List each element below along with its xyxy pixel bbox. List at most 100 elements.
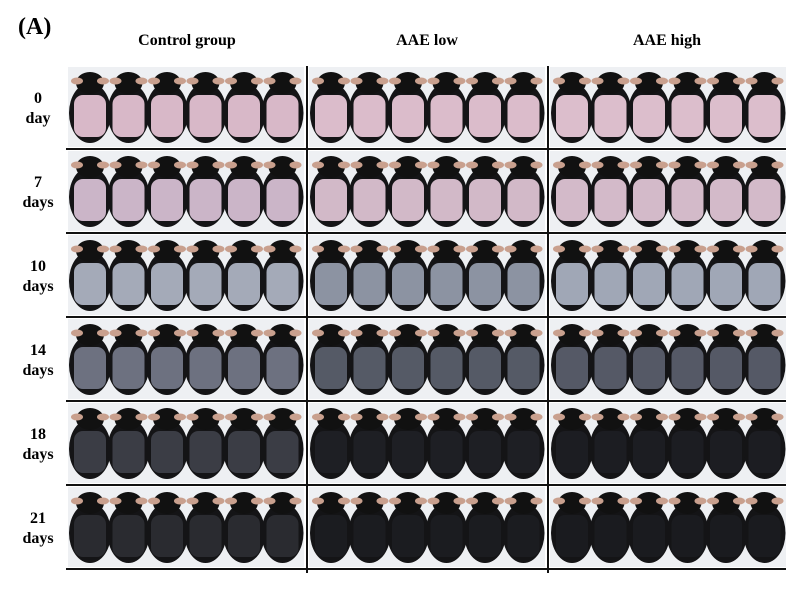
shaved-skin-patch [748,95,781,137]
mouse [464,72,506,143]
mouse [628,240,670,311]
mouse [628,72,670,143]
shaved-skin-patch [112,347,145,389]
row-label-unit: day [25,110,51,127]
row-label-number: 18 [30,426,46,443]
mouse-photo [550,67,786,147]
shaved-skin-patch [189,515,222,557]
shaved-skin-patch [430,95,463,137]
row-label-unit: days [22,362,54,379]
mouse [589,240,632,311]
mouse [589,324,632,395]
shaved-skin-patch [315,95,347,137]
mouse [743,492,786,563]
shaved-skin-patch [556,263,588,305]
mouse [464,492,506,563]
mouse [502,324,545,395]
mouse [107,156,150,227]
mouse [261,408,304,479]
shaved-skin-patch [392,515,424,557]
mouse [425,156,468,227]
shaved-skin-patch [353,431,386,473]
shaved-skin-patch [74,515,106,557]
shaved-skin-patch [266,263,299,305]
shaved-skin-patch [469,179,501,221]
row-divider [66,568,786,570]
shaved-skin-patch [228,515,260,557]
shaved-skin-patch [74,179,106,221]
mouse [348,156,391,227]
mouse [425,324,468,395]
shaved-skin-patch [748,515,781,557]
shaved-skin-patch [748,347,781,389]
mouse [743,240,786,311]
shaved-skin-patch [556,347,588,389]
shaved-skin-patch [469,347,501,389]
shaved-skin-patch [710,431,742,473]
mouse [502,156,545,227]
mouse [425,408,468,479]
mouse [425,72,468,143]
mouse [184,324,227,395]
shaved-skin-patch [507,179,540,221]
shaved-skin-patch [633,515,665,557]
shaved-skin-patch [151,515,183,557]
mouse [261,492,304,563]
mouse [223,492,265,563]
mouse [551,408,593,479]
shaved-skin-patch [74,95,106,137]
shaved-skin-patch [507,95,540,137]
shaved-skin-patch [594,515,627,557]
shaved-skin-patch [507,515,540,557]
mouse [628,408,670,479]
shaved-skin-patch [228,263,260,305]
mouse [184,72,227,143]
shaved-skin-patch [151,347,183,389]
mouse [146,324,188,395]
row-label: 14 days [12,341,64,381]
mouse [464,156,506,227]
mouse [146,240,188,311]
mouse [705,72,747,143]
mouse [425,492,468,563]
mouse-photo [309,235,545,315]
mouse [310,72,352,143]
row-label: 10 days [12,257,64,297]
mouse [387,240,429,311]
shaved-skin-patch [151,431,183,473]
shaved-skin-patch [633,263,665,305]
mouse [425,240,468,311]
mouse [146,156,188,227]
shaved-skin-patch [189,95,222,137]
shaved-skin-patch [710,347,742,389]
mouse [628,156,670,227]
mouse [387,72,429,143]
mouse [107,492,150,563]
mouse [69,324,111,395]
mouse-photo [309,487,545,567]
mouse [589,492,632,563]
mouse [705,240,747,311]
shaved-skin-patch [633,347,665,389]
mouse-photo [68,235,304,315]
mouse-photo [309,151,545,231]
mouse-photo [309,403,545,483]
mouse [348,324,391,395]
shaved-skin-patch [594,95,627,137]
shaved-skin-patch [594,179,627,221]
mouse [666,240,709,311]
shaved-skin-patch [507,263,540,305]
mouse [464,324,506,395]
shaved-skin-patch [671,263,704,305]
mouse [551,72,593,143]
mouse [628,324,670,395]
row-label-number: 7 [34,174,42,191]
mouse [551,492,593,563]
mouse [348,72,391,143]
mouse [223,72,265,143]
shaved-skin-patch [556,431,588,473]
mouse [502,72,545,143]
shaved-skin-patch [594,431,627,473]
shaved-skin-patch [556,515,588,557]
shaved-skin-patch [507,347,540,389]
